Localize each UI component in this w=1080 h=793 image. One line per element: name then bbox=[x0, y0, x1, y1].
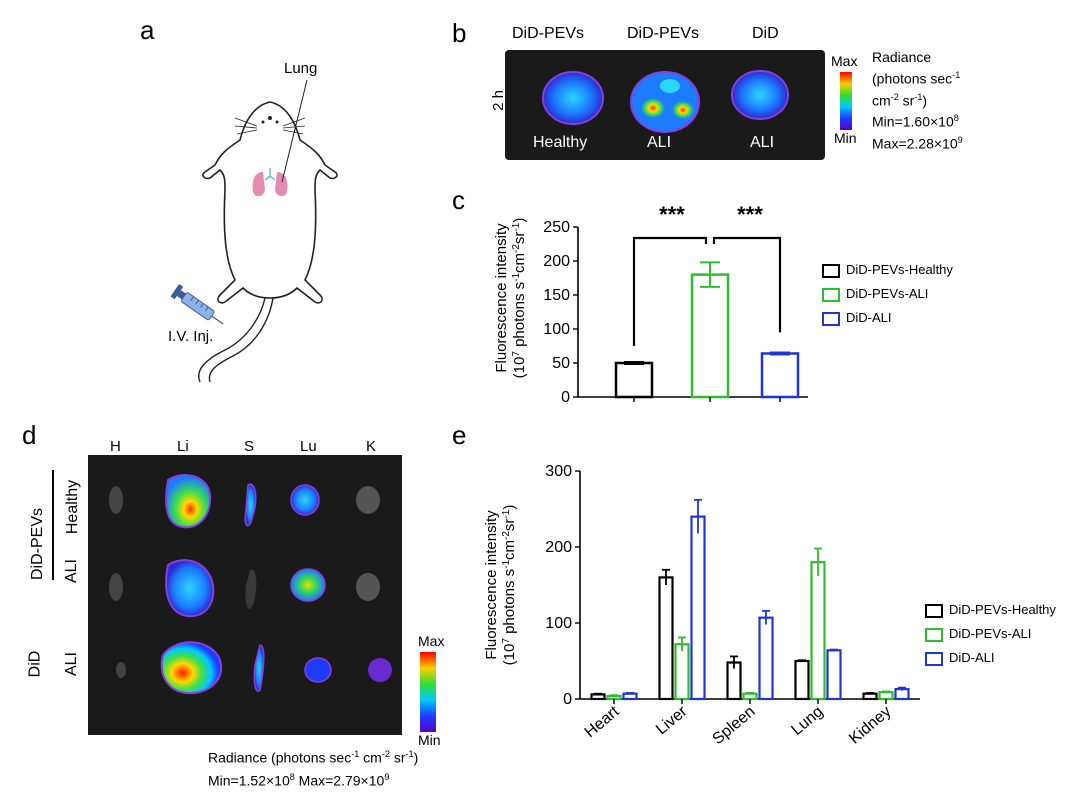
ivis-organ-image-d bbox=[88, 455, 402, 735]
y-tick-label: 0 bbox=[561, 389, 570, 406]
column-header-2: DiD-PEVs bbox=[627, 25, 700, 42]
bar bbox=[878, 691, 894, 701]
scale-min-b: Min bbox=[834, 130, 857, 146]
y-tick-label: 300 bbox=[545, 463, 572, 480]
bar bbox=[622, 692, 638, 701]
y-tick-label: 150 bbox=[543, 287, 570, 304]
legend-c-item-healthy: DiD-PEVs-Healthy bbox=[822, 258, 953, 282]
bar bbox=[760, 352, 800, 399]
organ-header-li: Li bbox=[177, 438, 189, 455]
mouse-tail bbox=[198, 297, 274, 383]
mouse-illustration bbox=[170, 79, 338, 383]
bar bbox=[674, 643, 690, 701]
x-tick-label: Kidney bbox=[846, 703, 894, 747]
legend-e-item-did: DiD-ALI bbox=[925, 646, 1056, 670]
mouse-body bbox=[202, 101, 338, 304]
organ-header-lu: Lu bbox=[300, 438, 317, 455]
scale-max-d: Max bbox=[418, 633, 445, 649]
bar bbox=[810, 561, 826, 701]
row-label-ali-2: ALI bbox=[63, 651, 81, 677]
legend-e: DiD-PEVs-Healthy DiD-PEVs-ALI DiD-ALI bbox=[925, 598, 1056, 670]
row-group-divider bbox=[52, 470, 54, 580]
bar bbox=[690, 515, 706, 701]
lung-label: Lung bbox=[284, 60, 318, 77]
column-header-3: DiD bbox=[752, 25, 779, 42]
organ-header-k: K bbox=[366, 438, 377, 455]
legend-e-item-ali: DiD-PEVs-ALI bbox=[925, 622, 1056, 646]
y-label-line1: Fluorescence intensity bbox=[493, 223, 510, 373]
y-axis-label: Fluorescence intensity (107 photons s-1cm… bbox=[483, 505, 518, 666]
scale-min-d: Min bbox=[418, 732, 441, 748]
colorbar-d bbox=[420, 652, 436, 732]
y-label-line2: (107 photons s-1cm-2sr-1) bbox=[511, 218, 529, 379]
legend-c: DiD-PEVs-Healthy DiD-PEVs-ALI DiD-ALI bbox=[822, 258, 953, 330]
radiance-legend-d: Radiance (photons sec-1 cm-2 sr-1) Min=1… bbox=[208, 749, 419, 789]
panel-letter-b: b bbox=[452, 18, 467, 48]
bar bbox=[690, 273, 730, 399]
legend-e-item-healthy: DiD-PEVs-Healthy bbox=[925, 598, 1056, 622]
row-label-healthy: Healthy bbox=[64, 479, 82, 535]
y-tick-label: 0 bbox=[563, 691, 572, 708]
condition-label-2: ALI bbox=[647, 134, 672, 151]
scale-max-b: Max bbox=[831, 53, 858, 69]
lung-right-icon bbox=[275, 172, 288, 197]
condition-label-1: Healthy bbox=[533, 134, 588, 151]
bar bbox=[658, 576, 674, 701]
row-group-label-pevs: DiD-PEVs bbox=[29, 507, 47, 581]
y-label-line1: Fluorescence intensity bbox=[483, 510, 500, 660]
y-label-line2: (107 photons s-1cm-2sr-1) bbox=[501, 505, 519, 666]
column-header-1: DiD-PEVs bbox=[512, 25, 585, 42]
condition-label-3: ALI bbox=[750, 134, 775, 151]
row-label-ali-1: ALI bbox=[63, 558, 81, 584]
significance-label-1: *** bbox=[659, 202, 685, 227]
panel-letter-d: d bbox=[22, 420, 37, 450]
y-tick-label: 100 bbox=[543, 321, 570, 338]
significance-label-2: *** bbox=[737, 202, 763, 227]
legend-c-item-ali: DiD-PEVs-ALI bbox=[822, 282, 953, 306]
y-tick-label: 200 bbox=[543, 253, 570, 270]
injection-label: I.V. Inj. bbox=[168, 328, 214, 345]
chart-e: Fluorescence intensity (107 photons s-1cm… bbox=[483, 463, 920, 748]
bar bbox=[758, 616, 774, 701]
significance-bracket-1 bbox=[632, 236, 708, 346]
y-axis-label: Fluorescence intensity (107 photons s-1cm… bbox=[493, 218, 528, 379]
radiance-legend-b: Radiance (photons sec-1 cm-2 sr-1) Min=1… bbox=[872, 49, 963, 152]
panel-letter-e: e bbox=[452, 420, 467, 450]
x-tick-label: Heart bbox=[582, 703, 623, 742]
syringe-icon bbox=[170, 284, 224, 325]
panel-letter-c: c bbox=[452, 185, 465, 215]
organ-header-s: S bbox=[244, 438, 255, 455]
legend-c-item-did: DiD-ALI bbox=[822, 306, 953, 330]
ivis-organ-signals bbox=[109, 474, 392, 695]
bar bbox=[862, 692, 878, 701]
y-tick-label: 50 bbox=[552, 355, 570, 372]
bar bbox=[794, 659, 810, 701]
organ-header-h: H bbox=[110, 438, 121, 455]
y-tick-label: 100 bbox=[545, 615, 572, 632]
chart-c: Fluorescence intensity (107 photons s-1cm… bbox=[493, 202, 808, 406]
y-tick-label: 200 bbox=[545, 539, 572, 556]
bar bbox=[826, 649, 842, 701]
x-tick-label: Liver bbox=[653, 703, 691, 739]
x-tick-label: Spleen bbox=[709, 703, 758, 748]
row-group-label-did: DiD bbox=[26, 650, 44, 678]
ivis-image-b: Healthy ALI ALI bbox=[505, 50, 825, 160]
x-tick-label: Lung bbox=[788, 703, 826, 739]
bar bbox=[614, 361, 654, 399]
bar bbox=[742, 692, 758, 701]
lung-left-icon bbox=[252, 172, 265, 197]
significance-bracket-2 bbox=[712, 236, 782, 333]
y-tick-label: 250 bbox=[543, 219, 570, 236]
panel-letter-a: a bbox=[140, 15, 155, 45]
colorbar-b bbox=[840, 72, 852, 130]
ivis-signal-b bbox=[542, 70, 789, 133]
